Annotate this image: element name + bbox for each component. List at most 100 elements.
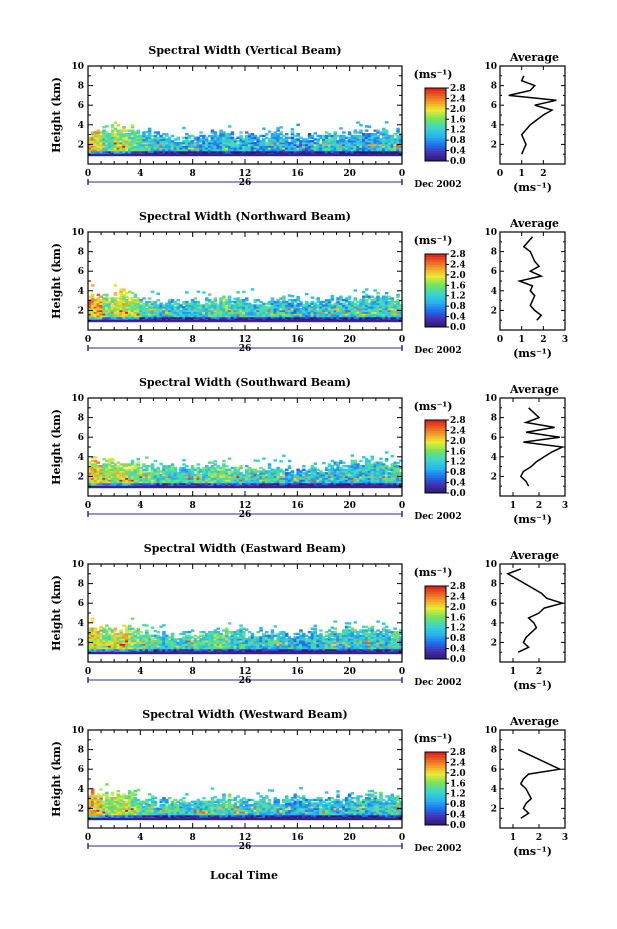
heatmap-cell [116, 124, 120, 127]
heatmap-cell [139, 141, 143, 145]
heatmap-cell [233, 309, 238, 312]
heatmap-cell [282, 454, 286, 457]
heatmap-cell [185, 141, 189, 145]
heatmap-cell [145, 639, 149, 643]
heatmap-cell [393, 147, 397, 150]
heatmap-cell [185, 643, 189, 646]
heatmap-cell [139, 309, 143, 312]
heatmap-cell [310, 318, 315, 321]
heatmap-cell [265, 311, 269, 314]
heatmap-cell [119, 288, 123, 291]
heatmap-cell [219, 138, 223, 141]
heatmap-cell [373, 141, 377, 145]
heatmap-cell [387, 297, 392, 300]
heatmap-cell [90, 639, 95, 643]
heatmap-cell [287, 479, 292, 482]
heatmap-cell [259, 316, 263, 320]
heatmap-cell [376, 140, 380, 143]
heatmap-cell [145, 629, 149, 632]
heatmap-cell [262, 316, 266, 320]
heatmap-cell [336, 307, 340, 311]
heatmap-cell [239, 472, 243, 475]
heatmap-cell [159, 643, 163, 646]
heatmap-cell [225, 313, 229, 316]
heatmap-cell [116, 313, 120, 316]
heatmap-cell [130, 643, 135, 646]
heatmap-cell [319, 479, 323, 482]
heatmap-cell [399, 480, 403, 484]
heatmap-cell [150, 147, 155, 150]
heatmap-cell [190, 300, 195, 304]
heatmap-cell [225, 470, 229, 473]
heatmap-cell [282, 472, 286, 475]
heatmap-cell [90, 311, 95, 314]
heatmap-cell [342, 465, 346, 468]
heatmap-cell [376, 138, 380, 141]
heatmap-cell [102, 472, 106, 475]
heatmap-cell [139, 300, 143, 304]
heatmap-cell [93, 627, 98, 630]
heatmap-cell [110, 306, 115, 309]
heatmap-cell [287, 307, 292, 311]
heatmap-cell [293, 482, 297, 486]
heatmap-cell [287, 304, 292, 307]
heatmap-cell [153, 141, 158, 145]
heatmap-cell [276, 484, 280, 487]
heatmap-cell [145, 641, 149, 644]
heatmap-cell [213, 136, 218, 139]
heatmap-cell [102, 636, 106, 639]
heatmap-cell [333, 311, 337, 314]
heatmap-cell [156, 475, 160, 478]
heatmap-cell [287, 152, 292, 155]
heatmap-cell [267, 307, 272, 311]
heatmap-cell [227, 150, 232, 154]
heatmap-cell [150, 152, 155, 155]
heatmap-cell [290, 302, 295, 305]
heatmap-cell [128, 470, 132, 473]
heatmap-cell [93, 465, 98, 468]
heatmap-cell [193, 480, 198, 484]
heatmap-cell [105, 293, 109, 297]
heatmap-cell [282, 314, 286, 318]
heatmap-cell [225, 638, 229, 641]
heatmap-cell [130, 473, 135, 477]
heatmap-cell [350, 141, 355, 145]
heatmap-cell [156, 292, 160, 295]
heatmap-cell [113, 307, 118, 311]
heatmap-cell [219, 632, 223, 636]
colorbar-tick-label: 0.0 [450, 157, 466, 167]
heatmap-cell [219, 141, 223, 145]
heatmap-cell [199, 316, 203, 320]
heatmap-cell [113, 484, 118, 487]
heatmap-cell [390, 138, 395, 141]
heatmap-cell [342, 140, 346, 143]
heatmap-cell [259, 482, 263, 486]
heatmap-cell [173, 152, 178, 155]
heatmap-cell [353, 311, 357, 314]
heatmap-cell [370, 133, 375, 136]
heatmap-cell [316, 306, 320, 309]
heatmap-cell [193, 306, 198, 309]
heatmap-cell [327, 134, 332, 138]
heatmap-cell [253, 152, 258, 155]
heatmap-cell [110, 140, 115, 143]
heatmap-cell [193, 304, 198, 307]
heatmap-cell [324, 316, 329, 320]
heatmap-cell [147, 643, 152, 646]
heatmap-cell [273, 475, 277, 478]
heatmap-cell [290, 470, 295, 473]
heatmap-cell [202, 306, 206, 309]
heatmap-cell [108, 133, 112, 136]
heatmap-cell [153, 472, 158, 475]
heatmap-cell [136, 479, 140, 482]
heatmap-cell [185, 645, 189, 648]
heatmap-cell [190, 311, 195, 314]
heatmap-cell [362, 484, 366, 487]
heatmap-cell [353, 289, 357, 292]
heatmap-cell [222, 318, 226, 321]
heatmap-cell [170, 314, 175, 318]
heatmap-cell [304, 470, 309, 473]
heatmap-cell [219, 129, 223, 132]
heatmap-cell [353, 129, 357, 132]
heatmap-cell [333, 318, 337, 321]
